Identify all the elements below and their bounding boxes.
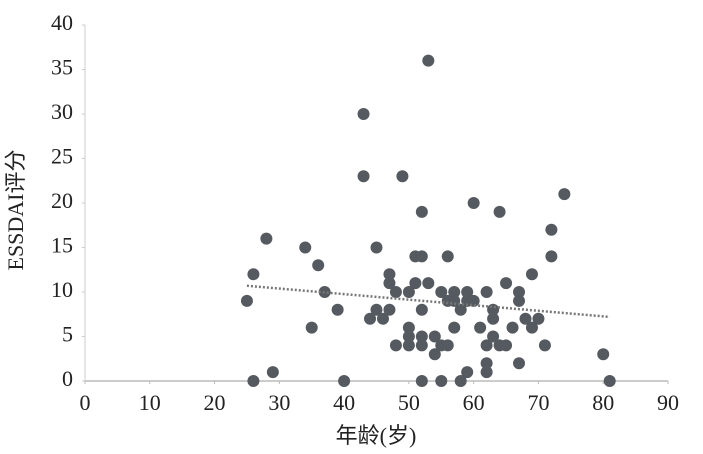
point — [525, 268, 538, 281]
trendline — [246, 284, 610, 319]
point — [532, 312, 545, 325]
point — [409, 277, 422, 290]
point — [402, 330, 415, 343]
point — [389, 286, 402, 298]
y-tick-label: 0 — [62, 366, 73, 391]
point — [448, 286, 461, 298]
point — [538, 339, 551, 352]
point — [247, 375, 260, 387]
point — [260, 232, 273, 245]
point — [487, 312, 500, 325]
point — [441, 339, 454, 352]
point — [500, 339, 513, 352]
point — [441, 250, 454, 263]
x-tick-label: 70 — [527, 390, 549, 415]
point — [415, 205, 428, 218]
y-axis-label: ESSDAI评分 — [3, 149, 28, 270]
x-tick-label: 50 — [398, 390, 420, 415]
point — [513, 294, 526, 307]
point — [338, 375, 351, 387]
point — [519, 312, 532, 325]
point — [603, 375, 616, 387]
point — [435, 375, 448, 387]
point — [415, 303, 428, 316]
point — [461, 366, 474, 379]
point — [312, 259, 325, 272]
point — [402, 286, 415, 298]
point — [364, 312, 377, 325]
point — [370, 303, 383, 316]
point — [500, 277, 513, 290]
point — [493, 205, 506, 218]
point — [247, 268, 260, 281]
point — [428, 330, 441, 343]
x-tick-label: 90 — [657, 390, 679, 415]
point — [545, 223, 558, 236]
y-tick-label: 30 — [51, 99, 73, 124]
point — [513, 357, 526, 370]
point — [454, 375, 467, 387]
point — [331, 303, 344, 316]
point — [402, 339, 415, 352]
point — [474, 321, 487, 334]
y-tick-label: 10 — [51, 277, 73, 302]
y-tick-label: 35 — [51, 55, 73, 80]
point — [435, 286, 448, 298]
point — [448, 321, 461, 334]
point — [506, 321, 519, 334]
point — [299, 241, 312, 254]
x-tick-label: 0 — [80, 390, 91, 415]
point — [357, 170, 370, 183]
point — [480, 357, 493, 370]
x-axis-label: 年龄(岁) — [336, 423, 417, 448]
point — [402, 321, 415, 334]
x-tick-label: 40 — [333, 390, 355, 415]
y-tick-label: 25 — [51, 144, 73, 169]
point — [480, 366, 493, 379]
point — [383, 268, 396, 281]
point — [454, 303, 467, 316]
point — [415, 375, 428, 387]
point — [376, 312, 389, 325]
point — [415, 250, 428, 263]
point — [415, 330, 428, 343]
point — [487, 330, 500, 343]
y-tick-label: 20 — [51, 188, 73, 213]
point — [480, 286, 493, 298]
point — [389, 339, 402, 352]
point — [357, 108, 370, 120]
point — [467, 197, 480, 209]
point — [383, 277, 396, 290]
point — [513, 286, 526, 298]
y-tick-label: 5 — [62, 322, 73, 347]
y-tick-label: 40 — [51, 10, 73, 35]
point — [545, 250, 558, 263]
x-tick-label: 20 — [204, 390, 226, 415]
point — [370, 241, 383, 254]
x-tick-label: 30 — [268, 390, 290, 415]
point — [415, 339, 428, 352]
point — [467, 294, 480, 307]
point — [480, 339, 493, 352]
y-tick-label: 15 — [51, 233, 73, 258]
x-tick-label: 80 — [592, 390, 614, 415]
point — [461, 286, 474, 298]
point — [597, 348, 610, 361]
x-tick-label: 10 — [139, 390, 161, 415]
x-tick-label: 60 — [463, 390, 485, 415]
point — [396, 170, 409, 183]
point — [305, 321, 318, 334]
point — [383, 303, 396, 316]
point — [240, 294, 253, 307]
point — [525, 321, 538, 334]
point — [428, 348, 441, 361]
point — [558, 188, 571, 201]
point — [422, 54, 435, 67]
point — [266, 366, 279, 379]
point — [422, 277, 435, 290]
